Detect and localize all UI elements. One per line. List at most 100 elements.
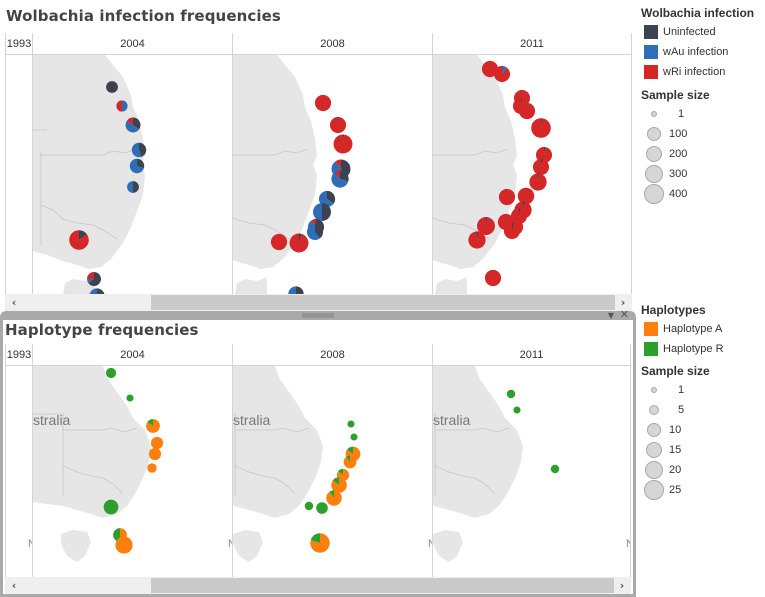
pie-marker[interactable]	[477, 217, 495, 235]
pie-marker[interactable]	[131, 142, 147, 158]
pie-marker[interactable]	[468, 231, 486, 249]
map-2004[interactable]	[33, 55, 233, 295]
pie-marker[interactable]	[532, 158, 550, 176]
pie-slice	[106, 81, 118, 93]
size-circle-icon	[645, 461, 663, 479]
pie-slice	[486, 217, 488, 226]
pie-marker[interactable]	[493, 65, 511, 83]
pie-marker[interactable]	[484, 269, 502, 287]
pie-marker[interactable]	[314, 94, 332, 112]
pie-marker[interactable]	[350, 433, 358, 441]
scroll-left-arrow[interactable]: ‹	[11, 296, 17, 309]
pie-marker[interactable]	[306, 223, 324, 241]
legend-item-uninfected[interactable]: Uninfected	[641, 22, 763, 42]
pie-marker[interactable]	[103, 499, 119, 515]
pie-marker[interactable]	[310, 533, 330, 553]
pie-slice	[484, 269, 502, 287]
haplotype-panel: ▼ ✕ Haplotype frequencies 1993 2004 2008…	[0, 308, 636, 597]
pie-marker[interactable]	[270, 233, 288, 251]
pie-marker[interactable]	[125, 117, 141, 133]
map-2011[interactable]	[433, 55, 632, 295]
map-country-label: stralia	[33, 412, 71, 428]
pie-marker[interactable]	[347, 420, 355, 428]
pie-marker[interactable]	[69, 230, 89, 250]
map-2008[interactable]: stralia N	[233, 366, 433, 578]
pie-marker[interactable]	[531, 118, 551, 138]
column-header-2004: 2004	[33, 33, 233, 55]
color-swatch	[644, 65, 658, 79]
pie-marker[interactable]	[147, 463, 157, 473]
pie-marker[interactable]	[326, 490, 342, 506]
size-item: 5	[641, 400, 763, 420]
map-1993[interactable]	[5, 55, 33, 295]
scroll-right-arrow[interactable]: ›	[619, 579, 625, 592]
legend-item-wri[interactable]: wRi infection	[641, 62, 763, 82]
legend-item-haplotype-a[interactable]: Haplotype A	[641, 319, 763, 339]
pie-marker[interactable]	[333, 134, 353, 154]
pie-marker[interactable]	[129, 158, 145, 174]
pie-marker[interactable]	[331, 170, 349, 188]
pie-marker[interactable]	[529, 173, 547, 191]
pie-marker[interactable]	[126, 394, 134, 402]
size-label: 1	[678, 108, 685, 120]
panel-menu-icon[interactable]: ▼	[607, 311, 614, 320]
pie-slice	[133, 117, 141, 130]
pie-marker[interactable]	[87, 272, 101, 286]
tasmania	[235, 277, 267, 295]
tasmania	[63, 277, 95, 295]
pie-marker[interactable]	[148, 447, 162, 461]
pie-marker[interactable]	[506, 389, 516, 399]
tasmania	[435, 277, 467, 295]
size-item: 1	[641, 380, 763, 400]
pie-marker[interactable]	[150, 436, 164, 450]
pie-marker[interactable]	[105, 367, 117, 379]
pie-markers	[270, 94, 353, 295]
scroll-right-arrow[interactable]: ›	[620, 296, 626, 309]
scroll-left-arrow[interactable]: ‹	[11, 579, 17, 592]
drag-handle[interactable]	[302, 313, 334, 318]
map-base	[433, 55, 517, 295]
state-border	[33, 413, 138, 496]
pie-marker[interactable]	[313, 203, 331, 221]
close-icon[interactable]: ✕	[619, 308, 629, 321]
map-2008[interactable]	[233, 55, 433, 295]
pie-marker[interactable]	[518, 102, 536, 120]
pie-marker[interactable]	[115, 536, 133, 554]
pie-slice	[147, 419, 153, 426]
map-base	[433, 366, 523, 562]
pie-marker[interactable]	[331, 477, 347, 493]
pie-slice	[538, 173, 540, 182]
pie-marker[interactable]	[289, 233, 309, 253]
legend-item-wau[interactable]: wAu infection	[641, 42, 763, 62]
size-item: 10	[641, 420, 763, 440]
pie-marker[interactable]	[550, 464, 560, 474]
pie-marker[interactable]	[329, 116, 347, 134]
map-1993[interactable]: N	[5, 366, 33, 578]
pie-marker[interactable]	[106, 81, 118, 93]
scrollbar-thumb[interactable]	[151, 578, 614, 593]
pie-marker[interactable]	[316, 502, 328, 514]
pie-slice	[270, 233, 288, 251]
legend-item-haplotype-r[interactable]: Haplotype R	[641, 339, 763, 359]
pie-marker[interactable]	[127, 181, 139, 193]
pie-slice	[347, 420, 355, 428]
pie-slice	[518, 102, 536, 120]
size-label: 1	[678, 384, 685, 396]
pie-marker[interactable]	[517, 187, 535, 205]
pie-marker[interactable]	[288, 286, 304, 295]
pie-slice	[97, 288, 105, 295]
pie-marker[interactable]	[498, 188, 516, 206]
map-2011[interactable]: stralia N	[433, 366, 631, 578]
pie-marker[interactable]	[503, 222, 521, 240]
size-circle-icon	[651, 387, 657, 393]
pie-marker[interactable]	[146, 419, 160, 433]
bottom-horizontal-scrollbar[interactable]: ‹ ›	[5, 577, 631, 594]
pie-marker[interactable]	[116, 100, 128, 112]
pie-marker[interactable]	[304, 501, 314, 511]
pie-marker[interactable]	[89, 288, 105, 295]
pie-marker[interactable]	[513, 406, 521, 414]
top-horizontal-scrollbar[interactable]: ‹ ›	[5, 294, 632, 311]
pie-marker[interactable]	[343, 455, 357, 469]
map-2004[interactable]: stralia N	[33, 366, 233, 578]
scrollbar-thumb[interactable]	[151, 295, 615, 310]
